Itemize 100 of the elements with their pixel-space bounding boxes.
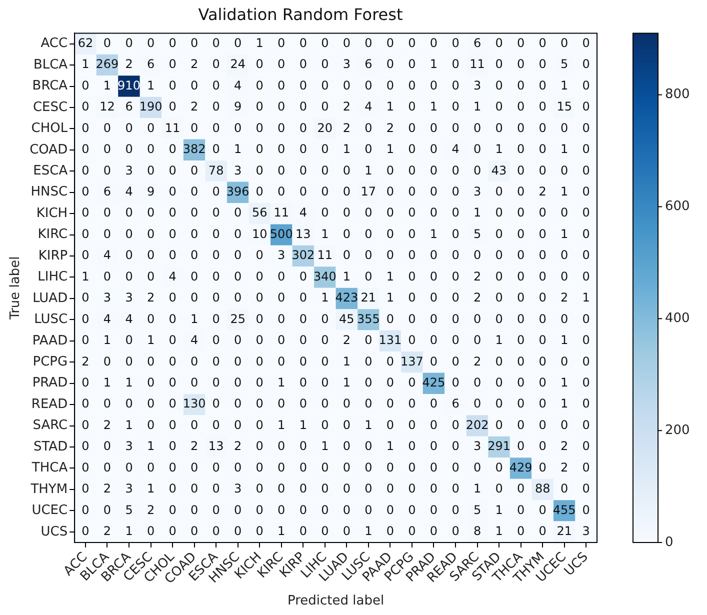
data-label: 0 [278,312,286,326]
data-label: 0 [278,78,286,92]
data-label: 0 [364,396,372,411]
data-label: 0 [278,36,286,50]
data-label: 1 [386,439,394,454]
data-label: 0 [146,460,155,474]
data-label: 0 [582,206,590,220]
data-label: 0 [364,120,372,135]
data-label: 1 [560,226,568,241]
data-label: 0 [278,460,286,474]
data-label: 0 [538,439,546,454]
data-label: 302 [292,248,315,262]
data-label: 0 [190,354,198,368]
data-label: 0 [234,120,242,135]
data-label: 1 [146,78,155,92]
data-label: 455 [552,502,576,517]
data-label: 0 [146,248,155,262]
data-label: 0 [146,269,155,284]
y-tick-label: KIRC [38,227,68,242]
data-label: 0 [452,502,460,517]
data-label: 5 [125,502,133,517]
data-label: 0 [82,226,90,241]
data-label: 2 [82,354,90,368]
data-label: 2 [125,57,133,72]
data-label: 3 [473,439,482,454]
data-label: 0 [168,36,176,50]
data-label: 62 [78,36,94,50]
data-label: 1 [495,142,503,156]
data-label: 0 [386,248,394,262]
data-label: 0 [82,524,90,538]
data-label: 0 [430,396,438,411]
data-label: 0 [321,142,329,156]
data-label: 0 [125,248,133,262]
data-label: 1 [103,78,112,92]
data-label: 0 [495,396,503,411]
data-label: 0 [582,396,590,411]
data-label: 0 [146,226,155,241]
data-label: 1 [386,269,394,284]
data-label: 0 [582,418,590,432]
data-label: 0 [582,269,590,284]
data-label: 4 [168,269,176,284]
data-label: 0 [560,354,568,368]
data-label: 2 [538,184,546,198]
data-label: 0 [190,78,198,92]
data-label: 0 [82,418,90,432]
data-label: 0 [452,78,460,92]
data-label: 0 [299,269,307,284]
data-label: 2 [473,269,482,284]
data-label: 0 [234,354,242,368]
data-label: 0 [146,418,155,432]
data-label: 0 [190,206,198,220]
data-label: 0 [430,269,438,284]
data-label: 0 [560,120,568,135]
data-label: 0 [103,120,112,135]
data-label: 0 [278,100,286,114]
data-label: 0 [538,120,546,135]
data-label: 0 [386,163,394,178]
data-label: 0 [212,36,220,50]
data-label: 1 [342,375,350,390]
data-label: 0 [538,226,546,241]
x-axis-title: Predicted label [287,594,384,609]
data-label: 0 [386,312,394,326]
data-label: 0 [234,502,242,517]
data-label: 0 [452,36,460,50]
data-label: 0 [516,290,525,305]
data-label: 0 [430,36,438,50]
data-label: 0 [168,57,176,72]
data-label: 0 [452,354,460,368]
data-label: 0 [212,142,220,156]
data-label: 0 [430,482,438,496]
data-label: 0 [146,396,155,411]
data-label: 0 [582,36,590,50]
data-label: 0 [582,502,590,517]
data-label: 0 [386,57,394,72]
data-label: 15 [556,100,572,114]
data-label: 1 [430,100,438,114]
data-label: 0 [278,333,286,348]
data-label: 1 [430,226,438,241]
data-label: 0 [256,57,264,72]
y-tick-label: PCPG [32,354,68,370]
data-label: 0 [321,333,329,348]
data-label: 0 [103,354,112,368]
data-label: 0 [408,460,416,474]
data-label: 0 [538,396,546,411]
data-label: 0 [299,333,307,348]
data-label: 2 [342,333,350,348]
data-label: 0 [256,524,264,538]
data-label: 3 [278,248,286,262]
y-tick-label: ACC [40,36,68,52]
data-label: 0 [278,502,286,517]
data-label: 1 [386,100,394,114]
data-label: 0 [342,206,350,220]
data-label: 0 [408,333,416,348]
data-label: 0 [168,312,176,326]
data-label: 5 [473,226,482,241]
data-label: 137 [400,354,424,368]
data-label: 21 [360,290,376,305]
data-label: 0 [495,120,503,135]
data-label: 0 [234,396,242,411]
data-label: 11 [470,57,485,72]
